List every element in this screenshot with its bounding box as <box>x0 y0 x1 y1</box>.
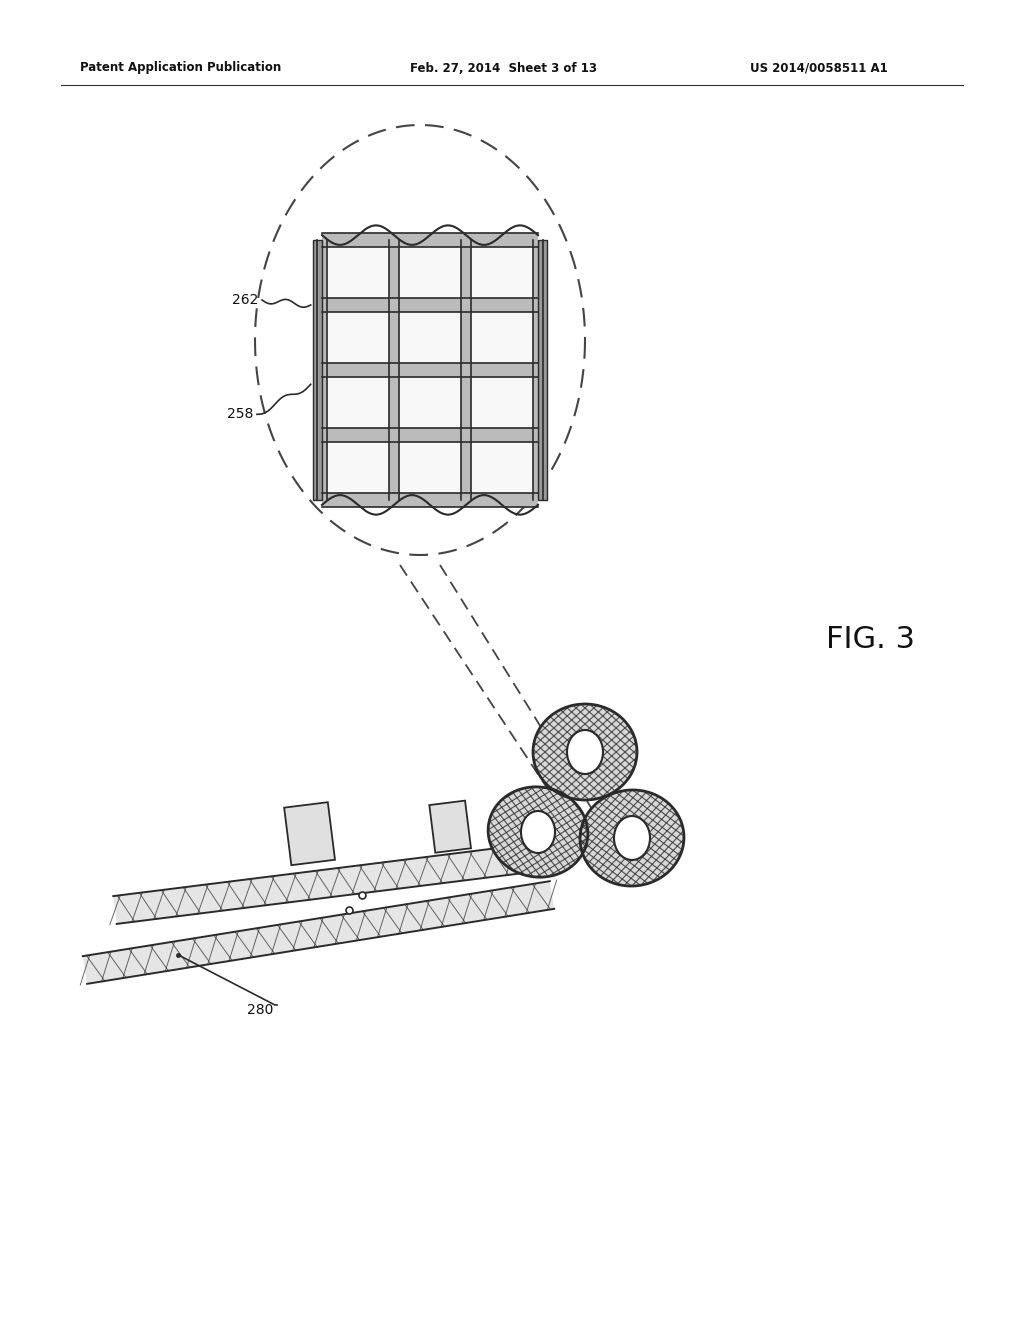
Ellipse shape <box>567 730 603 774</box>
Bar <box>322 428 538 442</box>
Text: US 2014/0058511 A1: US 2014/0058511 A1 <box>750 62 888 74</box>
Polygon shape <box>83 882 554 983</box>
Text: FIG. 3: FIG. 3 <box>825 626 914 655</box>
Bar <box>284 803 335 865</box>
Bar <box>322 232 538 247</box>
Bar <box>429 801 471 853</box>
Polygon shape <box>114 841 557 924</box>
Bar <box>322 240 538 500</box>
Ellipse shape <box>614 816 650 861</box>
Polygon shape <box>580 789 684 886</box>
Bar <box>538 240 548 500</box>
Text: 262: 262 <box>231 293 258 308</box>
Bar <box>389 240 398 500</box>
Bar <box>322 363 538 378</box>
Bar <box>462 240 471 500</box>
Bar <box>317 240 327 500</box>
Bar <box>312 240 322 500</box>
Text: Patent Application Publication: Patent Application Publication <box>80 62 282 74</box>
Bar <box>534 240 543 500</box>
Text: 280: 280 <box>247 1003 273 1016</box>
Bar <box>322 492 538 507</box>
Text: Feb. 27, 2014  Sheet 3 of 13: Feb. 27, 2014 Sheet 3 of 13 <box>410 62 597 74</box>
Ellipse shape <box>521 810 555 853</box>
Polygon shape <box>488 787 588 878</box>
Polygon shape <box>534 704 637 800</box>
Bar <box>322 298 538 312</box>
Text: 258: 258 <box>226 408 253 421</box>
